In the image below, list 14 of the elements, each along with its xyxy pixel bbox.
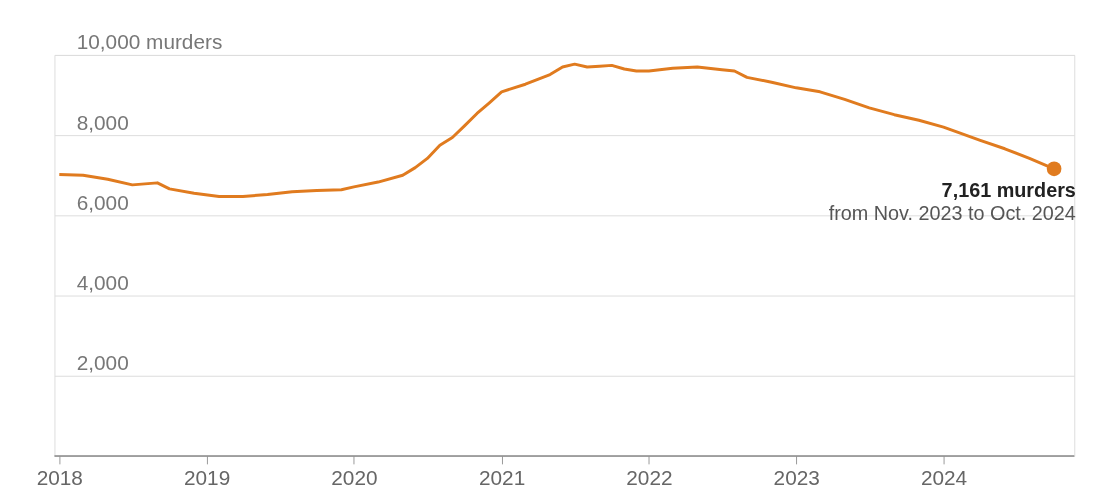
x-tick-label: 2021 xyxy=(478,466,526,490)
x-tick-label: 2024 xyxy=(920,466,968,490)
annotation: 7,161 murders xyxy=(941,178,1076,201)
y-tick-label: 6,000 xyxy=(76,190,129,214)
x-tick-label: 2020 xyxy=(331,466,378,490)
y-tick-label: 10,000 murders xyxy=(76,30,223,54)
y-tick-label: 8,000 xyxy=(76,110,129,134)
x-tick-label: 2022 xyxy=(626,466,673,490)
y-tick-label: 2,000 xyxy=(76,351,129,375)
x-tick-label: 2023 xyxy=(773,466,820,490)
annotation: from Nov. 2023 to Oct. 2024 xyxy=(828,202,1076,225)
y-tick-label: 4,000 xyxy=(76,271,129,295)
x-tick-label: 2018 xyxy=(36,466,83,490)
x-tick-label: 2019 xyxy=(183,466,231,490)
